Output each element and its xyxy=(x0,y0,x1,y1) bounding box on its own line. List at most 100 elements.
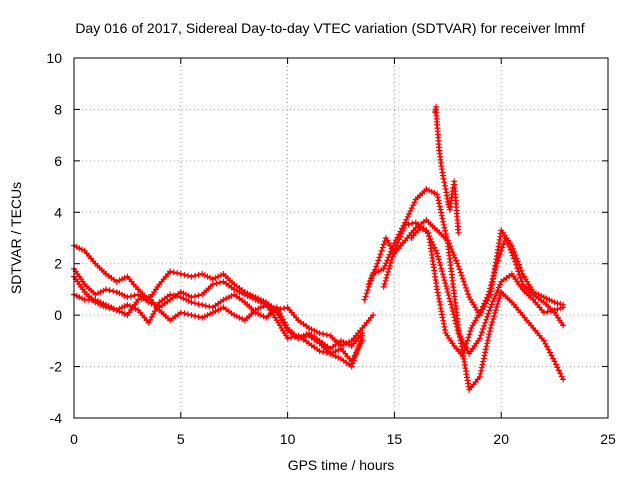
axis-ticks: 0 5 10 15 20 25 -4 -2 0 2 4 6 8 10 xyxy=(46,50,616,447)
data-point xyxy=(459,353,466,360)
data-point xyxy=(368,275,375,282)
data-point xyxy=(316,348,323,355)
data-point xyxy=(465,334,472,341)
data-point xyxy=(516,271,523,278)
data-point xyxy=(487,304,494,311)
data-point xyxy=(453,320,459,327)
data-point xyxy=(215,273,222,280)
data-point xyxy=(560,304,567,311)
data-point xyxy=(255,305,262,312)
data-point xyxy=(439,271,446,278)
data-point xyxy=(381,280,388,287)
data-point xyxy=(113,289,120,295)
data-point xyxy=(354,348,360,355)
data-point xyxy=(359,332,366,339)
data-point xyxy=(177,271,184,277)
data-point xyxy=(479,361,486,368)
data-point xyxy=(448,301,455,308)
data-point xyxy=(374,260,381,267)
data-point xyxy=(220,296,227,303)
data-point xyxy=(202,302,209,309)
data-point xyxy=(555,367,562,374)
data-point xyxy=(502,235,509,241)
grid xyxy=(74,58,608,418)
data-point xyxy=(116,290,123,297)
x-axis-label: GPS time / hours xyxy=(288,457,395,473)
data-point xyxy=(192,272,198,279)
data-point xyxy=(188,273,195,280)
data-point xyxy=(76,294,83,301)
data-point xyxy=(440,175,447,182)
data-point xyxy=(177,289,184,295)
data-point xyxy=(486,307,493,314)
data-point xyxy=(446,295,453,302)
data-point xyxy=(184,272,191,279)
data-point xyxy=(485,310,492,317)
data-point xyxy=(448,304,455,311)
data-point xyxy=(73,292,80,299)
data-point xyxy=(426,187,433,194)
data-point xyxy=(389,253,396,260)
data-point xyxy=(257,312,264,319)
data-point xyxy=(206,303,213,310)
data-point xyxy=(364,287,371,294)
data-point xyxy=(446,240,452,247)
data-point xyxy=(546,296,553,303)
x-tick-label: 25 xyxy=(600,431,616,447)
data-point xyxy=(452,317,459,324)
data-point xyxy=(488,301,495,308)
data-point xyxy=(447,243,454,250)
data-point xyxy=(489,276,496,283)
data-point xyxy=(487,325,494,331)
data-point xyxy=(423,186,430,193)
data-point xyxy=(442,227,449,234)
data-point xyxy=(209,281,216,288)
data-point xyxy=(489,298,496,305)
data-point xyxy=(105,303,112,310)
x-tick-label: 20 xyxy=(493,431,509,447)
data-point xyxy=(121,274,128,281)
data-point xyxy=(97,289,104,295)
data-point xyxy=(382,277,389,284)
data-point xyxy=(371,266,378,273)
data-point xyxy=(435,256,442,263)
data-point xyxy=(440,274,447,281)
data-point xyxy=(464,288,470,294)
data-point xyxy=(492,293,499,299)
y-tick-label: 8 xyxy=(54,101,62,117)
data-point xyxy=(450,311,457,318)
data-point xyxy=(386,262,393,269)
data-point xyxy=(517,274,524,281)
data-point xyxy=(231,312,238,319)
data-point xyxy=(388,256,395,263)
data-point xyxy=(467,328,474,335)
data-point xyxy=(116,308,123,315)
data-point xyxy=(239,290,246,297)
data-point xyxy=(544,308,551,315)
data-point xyxy=(367,278,373,285)
data-point xyxy=(438,212,445,219)
data-point xyxy=(183,296,190,303)
data-point xyxy=(192,313,198,319)
data-point xyxy=(492,266,499,273)
data-point xyxy=(438,209,445,216)
x-tick-label: 5 xyxy=(177,431,185,447)
data-point xyxy=(497,251,504,258)
data-point xyxy=(124,294,131,301)
data-point xyxy=(132,305,139,312)
data-point xyxy=(97,299,104,306)
data-point xyxy=(223,295,230,302)
x-tick-label: 10 xyxy=(280,431,296,447)
data-point xyxy=(188,294,195,301)
data-point xyxy=(497,292,504,298)
data-point xyxy=(338,337,344,344)
data-point xyxy=(481,322,488,329)
data-point xyxy=(320,349,327,355)
data-point xyxy=(405,221,412,228)
data-point xyxy=(395,239,401,246)
data-point xyxy=(124,301,131,308)
data-point xyxy=(503,237,510,244)
data-point xyxy=(480,355,487,362)
data-point xyxy=(192,293,198,300)
data-point xyxy=(498,247,505,254)
